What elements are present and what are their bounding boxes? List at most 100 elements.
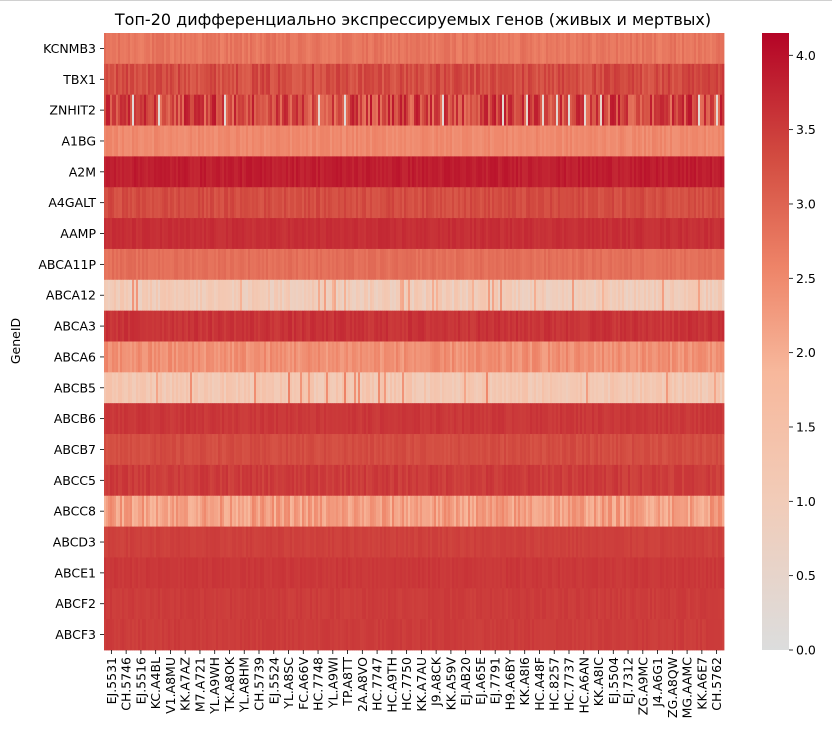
heatmap-cell	[528, 403, 531, 435]
heatmap-cell	[600, 218, 603, 250]
heatmap-cell	[314, 310, 317, 342]
heatmap-cell	[720, 464, 723, 497]
heatmap-cell	[260, 248, 263, 281]
heatmap-cell	[134, 495, 137, 527]
heatmap-cell	[160, 434, 163, 466]
heatmap-cell	[388, 495, 391, 527]
heatmap-cell	[626, 372, 629, 404]
heatmap-cell	[702, 218, 705, 250]
heatmap-cell	[320, 403, 323, 435]
heatmap-cell	[206, 372, 209, 404]
heatmap-cell	[132, 434, 135, 466]
heatmap-cell	[136, 495, 139, 527]
heatmap-cell	[592, 94, 595, 126]
heatmap-cell	[312, 218, 315, 250]
heatmap-cell	[420, 63, 423, 96]
heatmap-cell	[648, 156, 651, 188]
heatmap-cell	[534, 63, 537, 96]
heatmap-cell	[106, 341, 109, 373]
heatmap-cell	[350, 125, 353, 157]
heatmap-cell	[394, 464, 397, 497]
heatmap-cell	[464, 33, 467, 65]
heatmap-row-A2M	[104, 156, 725, 188]
heatmap-cell	[694, 341, 697, 373]
heatmap-cell	[658, 187, 661, 219]
heatmap-cell	[554, 403, 557, 435]
heatmap-cell	[310, 218, 313, 250]
heatmap-cell	[384, 218, 387, 250]
heatmap-cell	[312, 464, 315, 497]
heatmap-cell	[586, 341, 589, 373]
heatmap-cell	[650, 33, 653, 65]
heatmap-cell	[264, 464, 267, 497]
heatmap-cell	[196, 495, 199, 527]
heatmap-cell	[126, 310, 129, 342]
heatmap-cell	[398, 403, 401, 435]
heatmap-cell	[326, 434, 329, 466]
heatmap-cell	[458, 94, 461, 126]
heatmap-cell	[578, 94, 581, 126]
heatmap-cell	[602, 33, 605, 65]
heatmap-cell	[672, 218, 675, 250]
heatmap-cell	[322, 403, 325, 435]
heatmap-cell	[710, 248, 713, 281]
heatmap-cell	[238, 495, 241, 527]
heatmap-cell	[374, 94, 377, 126]
heatmap-cell	[630, 403, 633, 435]
heatmap-cell	[176, 248, 179, 281]
heatmap-cell	[438, 372, 441, 404]
heatmap-cell	[446, 464, 449, 497]
heatmap-cell	[406, 125, 409, 157]
heatmap-cell	[522, 187, 525, 219]
heatmap-cell	[160, 372, 163, 404]
heatmap-cell	[660, 403, 663, 435]
heatmap-cell	[722, 156, 725, 188]
heatmap-cell	[326, 372, 329, 404]
heatmap-cell	[608, 464, 611, 497]
heatmap-cell	[642, 310, 645, 342]
heatmap-cell	[248, 341, 251, 373]
heatmap-cell	[544, 218, 547, 250]
heatmap-cell	[422, 33, 425, 65]
heatmap-cell	[410, 33, 413, 65]
heatmap-cell	[366, 464, 369, 497]
heatmap-cell	[626, 248, 629, 281]
heatmap-cell	[624, 187, 627, 219]
heatmap-cell	[212, 94, 215, 126]
heatmap-cell	[550, 248, 553, 281]
heatmap-cell	[214, 63, 217, 96]
heatmap-cell	[190, 279, 193, 312]
heatmap-cell	[156, 63, 159, 96]
heatmap-cell	[686, 403, 689, 435]
heatmap-cell	[648, 372, 651, 404]
heatmap-cell	[570, 63, 573, 96]
heatmap-cell	[224, 33, 227, 65]
heatmap-cell	[466, 94, 469, 126]
heatmap-cell	[470, 464, 473, 497]
heatmap-cell	[254, 125, 257, 157]
heatmap-cell	[190, 248, 193, 281]
heatmap-cell	[426, 248, 429, 281]
heatmap-cell	[534, 310, 537, 342]
heatmap-cell	[636, 495, 639, 527]
heatmap-cell	[720, 434, 723, 466]
heatmap-cell	[184, 33, 187, 65]
heatmap-cell	[670, 434, 673, 466]
heatmap-cell	[478, 63, 481, 96]
heatmap-cell	[590, 279, 593, 312]
heatmap-cell	[534, 341, 537, 373]
heatmap-cell	[472, 434, 475, 466]
heatmap-cell	[226, 187, 229, 219]
heatmap-cell	[572, 63, 575, 96]
heatmap-cell	[482, 434, 485, 466]
heatmap-cell	[424, 403, 427, 435]
heatmap-cell	[464, 187, 467, 219]
heatmap-cell	[642, 187, 645, 219]
heatmap-cell	[122, 94, 125, 126]
heatmap-cell	[104, 156, 107, 188]
heatmap-cell	[560, 94, 563, 126]
heatmap-cell	[622, 403, 625, 435]
heatmap-cell	[352, 187, 355, 219]
heatmap-cell	[648, 125, 651, 157]
heatmap-cell	[684, 310, 687, 342]
